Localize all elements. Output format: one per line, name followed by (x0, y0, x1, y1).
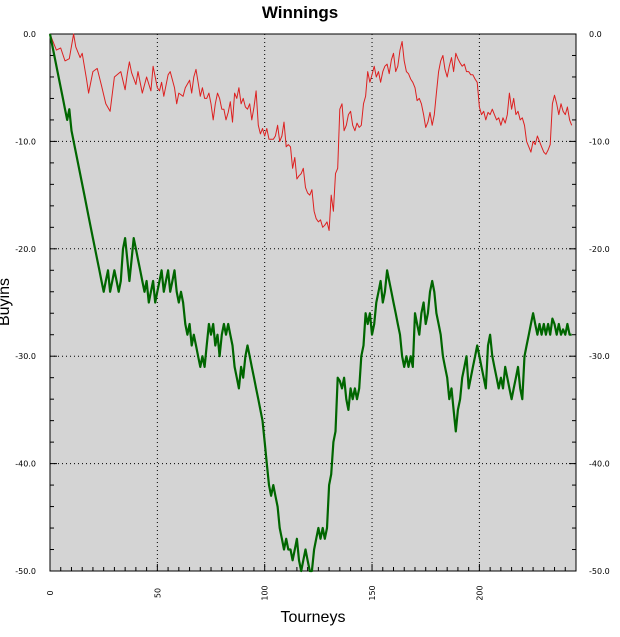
y-tick-label-left: 0.0 (23, 30, 36, 39)
y-tick-label-left: -40.0 (15, 460, 36, 469)
x-axis-title: Tourneys (281, 609, 346, 626)
y-tick-label-right: -50.0 (589, 567, 610, 576)
y-tick-label-right: -30.0 (589, 352, 610, 361)
x-tick-label: 50 (153, 588, 162, 598)
y-axis-title: Buyins (0, 278, 13, 326)
y-tick-label-left: -20.0 (15, 245, 36, 254)
y-tick-label-left: -50.0 (15, 567, 36, 576)
y-tick-label-right: -10.0 (589, 137, 610, 146)
y-tick-label-left: -30.0 (15, 352, 36, 361)
x-tick-label: 100 (261, 585, 270, 600)
series-line-1 (49, 33, 573, 231)
axis-ticks (49, 33, 577, 572)
x-tick-label: 200 (475, 585, 484, 600)
series-lines (48, 33, 573, 573)
y-tick-label-left: -10.0 (15, 137, 36, 146)
grid-lines (50, 34, 576, 571)
y-tick-label-right: 0.0 (589, 30, 602, 39)
chart-title: Winnings (262, 3, 338, 22)
plot-area (49, 33, 577, 572)
y-tick-label-right: -20.0 (589, 245, 610, 254)
x-tick-label: 0 (46, 590, 55, 595)
series-line-2 (48, 33, 572, 573)
x-tick-label: 150 (368, 585, 377, 600)
y-tick-label-right: -40.0 (589, 460, 610, 469)
tick-labels: 0.0 0.0 -10.0 -10.0 -20.0 -20.0 -30.0 -30.0 -40.… (15, 30, 609, 601)
